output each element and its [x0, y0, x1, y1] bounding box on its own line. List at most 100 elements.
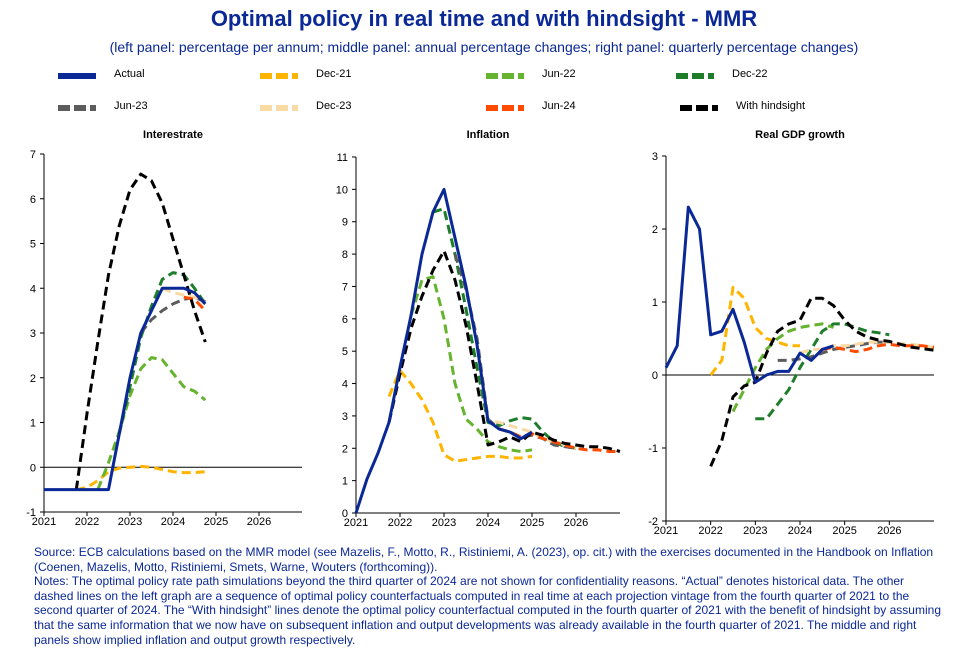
- x-tick-label: 2026: [247, 516, 271, 528]
- legend-label: With hindsight: [736, 100, 806, 112]
- y-tick-label: 0: [652, 370, 658, 382]
- chart-panel-3: Real GDP growth -2 -1 0 1 2 3 2021 2022 2023 2024 2…: [648, 129, 935, 537]
- x-tick-label: 2025: [520, 517, 544, 529]
- y-tick-label: 1: [652, 297, 658, 309]
- series-line-dec-23: [475, 344, 577, 450]
- x-tick-label: 2026: [877, 525, 901, 537]
- legend-item-dec-23: Dec-23: [258, 98, 418, 118]
- series-line-actual: [44, 286, 207, 492]
- x-tick-label: 2025: [204, 516, 228, 528]
- legend-swatch: [260, 73, 298, 79]
- notes-text: Notes: The optimal policy rate path simu…: [34, 574, 941, 647]
- legend-item-jun-24: Jun-24: [484, 98, 644, 118]
- y-tick-label: -2: [648, 516, 658, 528]
- legend-swatch: [58, 105, 96, 111]
- series-line-with-hindsight: [709, 296, 935, 467]
- x-tick-label: 2023: [743, 525, 767, 537]
- y-tick-label: 1: [30, 418, 36, 430]
- legend-item-with-hindsight: With hindsight: [678, 98, 858, 118]
- legend-label: Actual: [114, 68, 145, 80]
- legend-item-dec-22: Dec-22: [674, 66, 834, 86]
- y-tick-label: -1: [648, 443, 658, 455]
- source-note: Source: ECB calculations based on the MM…: [34, 545, 934, 574]
- series-line-dec-22: [755, 322, 890, 421]
- y-tick-label: 11: [337, 152, 348, 164]
- series-line-jun-24: [183, 295, 207, 312]
- y-tick-label: 2: [342, 443, 348, 455]
- y-tick-label: 7: [30, 149, 36, 161]
- series-line-actual: [354, 187, 533, 514]
- y-tick-label: 2: [30, 373, 36, 385]
- y-tick-label: 3: [30, 328, 36, 340]
- panel-title: Inflation: [467, 129, 510, 141]
- legend-label: Jun-24: [542, 100, 576, 112]
- series-line-jun-22: [409, 275, 533, 453]
- x-tick-label: 2026: [564, 517, 588, 529]
- series-line-jun-22: [731, 322, 834, 413]
- x-tick-label: 2023: [432, 517, 456, 529]
- x-tick-label: 2024: [476, 517, 500, 529]
- x-tick-label: 2024: [161, 516, 185, 528]
- x-tick-label: 2025: [832, 525, 856, 537]
- legend-swatch: [486, 105, 524, 111]
- y-tick-label: 5: [30, 239, 36, 251]
- legend-label: Dec-21: [316, 68, 352, 80]
- legend-label: Jun-23: [114, 100, 148, 112]
- x-tick-label: 2022: [698, 525, 722, 537]
- legend-swatch: [680, 105, 718, 111]
- chart-subtitle: (left panel: percentage per annum; middl…: [109, 39, 859, 55]
- y-tick-label: -1: [26, 507, 36, 519]
- y-tick-label: 4: [342, 379, 348, 391]
- series-line-with-hindsight: [74, 172, 207, 490]
- x-tick-label: 2024: [788, 525, 812, 537]
- legend-label: Dec-23: [316, 100, 352, 112]
- chart-panel-2: Inflation 0 1 2 3 4 5 6 7 8 9 10 11 2021 2022 2023 2024 2…: [336, 129, 621, 529]
- series-line-with-hindsight: [387, 249, 621, 453]
- panel-title: Interestrate: [143, 129, 203, 141]
- y-tick-label: 9: [342, 217, 348, 229]
- y-tick-label: 5: [342, 346, 348, 358]
- series-line-dec-21: [709, 285, 800, 376]
- series-line-jun-22: [96, 356, 207, 491]
- series-line-dec-22: [117, 271, 207, 435]
- y-tick-label: 0: [342, 508, 348, 520]
- series-line-dec-21: [75, 464, 206, 492]
- y-tick-label: 0: [30, 462, 36, 474]
- x-tick-label: 2022: [75, 516, 99, 528]
- footnotes: Source: ECB calculations based on the MM…: [34, 545, 946, 647]
- legend-label: Dec-22: [732, 68, 768, 80]
- y-tick-label: 4: [30, 283, 36, 295]
- legend-item-dec-21: Dec-21: [258, 66, 418, 86]
- y-tick-label: 1: [342, 476, 348, 488]
- y-tick-label: 3: [342, 411, 348, 423]
- y-tick-label: 3: [652, 151, 658, 163]
- series-line-jun-23: [139, 295, 206, 334]
- x-tick-label: 2022: [388, 517, 412, 529]
- series-line-dec-22: [432, 207, 577, 450]
- legend-swatch: [260, 105, 298, 111]
- y-tick-label: 6: [342, 314, 348, 326]
- series-line-jun-24: [822, 342, 935, 354]
- y-tick-label: 6: [30, 194, 36, 206]
- series-line-actual: [664, 205, 834, 384]
- y-tick-label: 8: [342, 249, 348, 261]
- chart-title: Optimal policy in real time and with hin…: [210, 6, 758, 31]
- legend-swatch: [486, 73, 524, 79]
- panel-title: Real GDP growth: [755, 129, 845, 141]
- y-tick-label: 7: [342, 281, 348, 293]
- y-tick-label: 10: [336, 184, 348, 196]
- legend-swatch: [58, 73, 96, 79]
- series-line-dec-23: [161, 286, 207, 306]
- x-tick-label: 2021: [654, 525, 678, 537]
- legend-swatch: [676, 73, 714, 79]
- x-tick-label: 2021: [32, 516, 56, 528]
- x-tick-label: 2023: [118, 516, 142, 528]
- series-line-dec-21: [387, 369, 533, 463]
- legend-item-jun-23: Jun-23: [56, 98, 216, 118]
- x-tick-label: 2021: [344, 517, 368, 529]
- legend-item-actual: Actual: [56, 66, 216, 86]
- legend-item-jun-22: Jun-22: [484, 66, 644, 86]
- chart-panel-1: Interestrate -1 0 1 2 3 4 5 6 7 2021 2022 2023 2024 20…: [26, 129, 302, 528]
- y-tick-label: 2: [652, 224, 658, 236]
